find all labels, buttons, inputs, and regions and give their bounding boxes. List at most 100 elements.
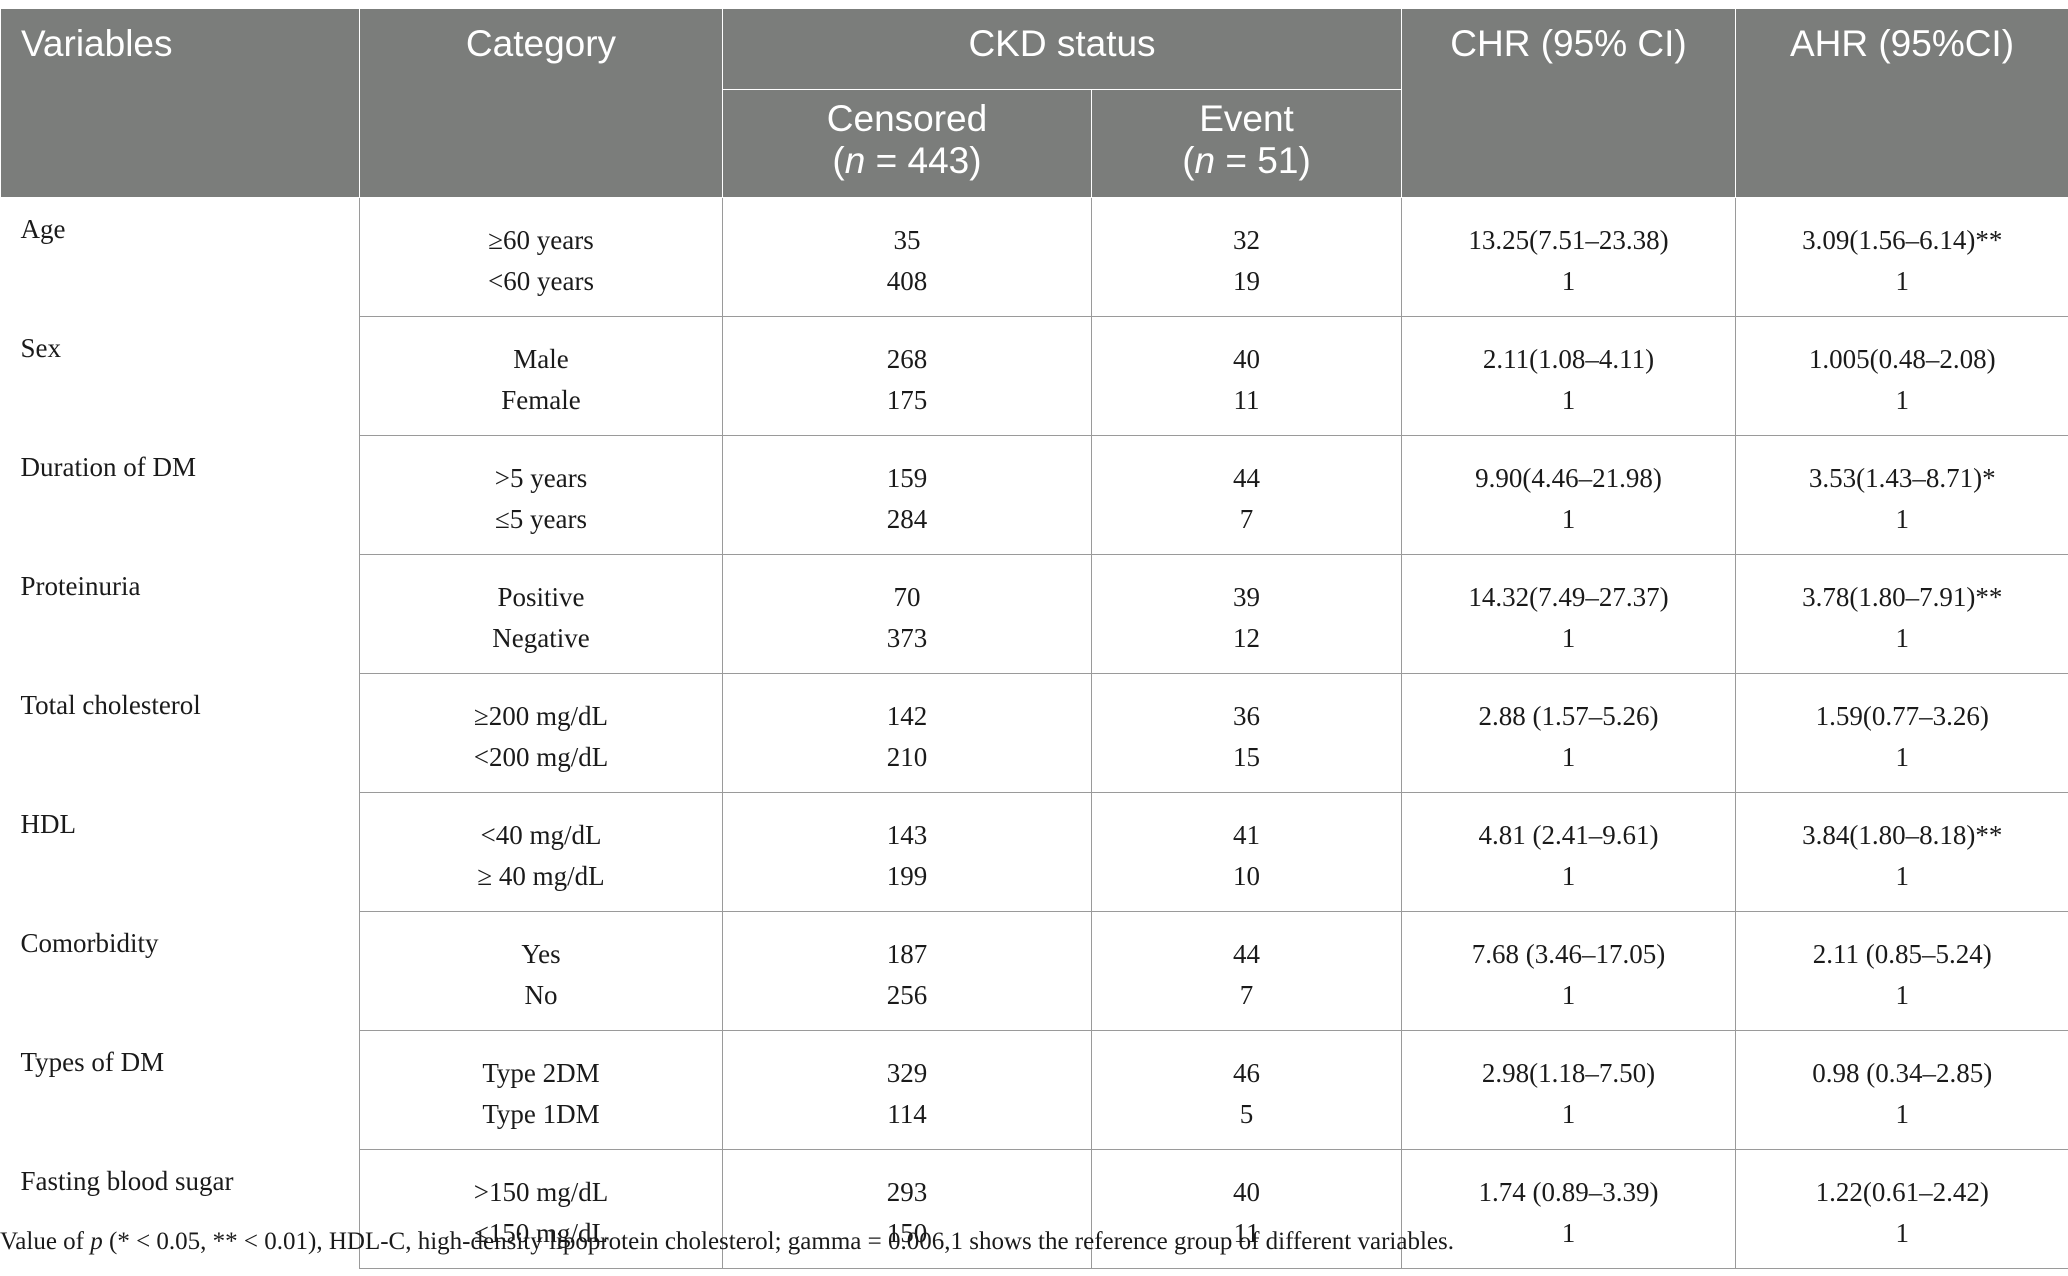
cell-variable: Comorbidity — [0, 911, 360, 1031]
header-event: Event (n = 51) — [1091, 89, 1402, 198]
cell-event: 5 — [1091, 1093, 1402, 1150]
table-row: Fasting blood sugar >150 mg/dL 293 40 1.74 (… — [0, 1149, 2068, 1269]
cell-event: 40 — [1091, 1149, 1402, 1212]
table-row: Comorbidity Yes 187 44 7.68 (3.46–17.05) 2.11… — [0, 911, 2068, 1031]
cell-ahr: 1 — [1735, 498, 2068, 555]
cell-censored: 210 — [722, 736, 1092, 793]
cell-censored: 150 — [722, 1212, 1092, 1269]
cell-chr: 1 — [1401, 736, 1736, 793]
table-row: <60 years 408 19 1 1 — [1, 260, 2068, 317]
cell-censored: 142 — [722, 673, 1092, 736]
cell-category: >150 mg/dL — [359, 1149, 723, 1212]
table-row: ≤150 mg/dL 150 11 1 1 — [1, 1212, 2068, 1269]
cell-event: 46 — [1091, 1030, 1402, 1093]
table-row: Total cholesterol ≥200 mg/dL 142 36 2.88 (1.… — [0, 673, 2068, 793]
cell-ahr: 1.005(0.48–2.08) — [1735, 316, 2068, 379]
cell-chr: 4.81 (2.41–9.61) — [1401, 792, 1736, 855]
header-event-label: Event — [1199, 98, 1294, 139]
cell-chr: 1 — [1401, 379, 1736, 436]
cell-category: <60 years — [359, 260, 723, 317]
cell-chr: 1 — [1401, 855, 1736, 912]
cell-chr: 1 — [1401, 974, 1736, 1031]
header-ckd-status: CKD status — [722, 8, 1402, 90]
header-censored: Censored (n = 443) — [722, 89, 1092, 198]
cell-ahr: 1 — [1735, 260, 2068, 317]
cell-variable: Total cholesterol — [0, 673, 360, 793]
header-event-n: n — [1194, 140, 1216, 181]
results-table: Variables Category CKD status CHR (95% C… — [0, 8, 2068, 1269]
table-row: Proteinuria Positive 70 39 14.32(7.49–27.37)… — [0, 554, 2068, 674]
table-row: Duration of DM >5 years 159 44 9.90(4.46–21.… — [0, 435, 2068, 555]
cell-variable: Age — [0, 197, 360, 317]
cell-category: Type 2DM — [359, 1030, 723, 1093]
cell-category: Negative — [359, 617, 723, 674]
cell-category: ≥200 mg/dL — [359, 673, 723, 736]
cell-censored: 175 — [722, 379, 1092, 436]
header-censored-n: n — [844, 140, 866, 181]
cell-category: <200 mg/dL — [359, 736, 723, 793]
cell-category: Female — [359, 379, 723, 436]
cell-censored: 199 — [722, 855, 1092, 912]
cell-censored: 114 — [722, 1093, 1092, 1150]
cell-event: 7 — [1091, 498, 1402, 555]
header-variables: Variables — [0, 8, 360, 198]
cell-censored: 268 — [722, 316, 1092, 379]
cell-ahr: 3.53(1.43–8.71)* — [1735, 435, 2068, 498]
cell-category: ≥60 years — [359, 197, 723, 260]
cell-event: 32 — [1091, 197, 1402, 260]
header-category: Category — [359, 8, 723, 198]
cell-ahr: 1 — [1735, 379, 2068, 436]
cell-ahr: 3.84(1.80–8.18)** — [1735, 792, 2068, 855]
cell-ahr: 1 — [1735, 855, 2068, 912]
cell-category: >5 years — [359, 435, 723, 498]
cell-ahr: 1 — [1735, 974, 2068, 1031]
cell-chr: 7.68 (3.46–17.05) — [1401, 911, 1736, 974]
cell-chr: 13.25(7.51–23.38) — [1401, 197, 1736, 260]
cell-variable: Fasting blood sugar — [0, 1149, 360, 1269]
cell-ahr: 1 — [1735, 1093, 2068, 1150]
cell-category: ≤150 mg/dL — [359, 1212, 723, 1269]
cell-event: 12 — [1091, 617, 1402, 674]
cell-censored: 159 — [722, 435, 1092, 498]
cell-censored: 329 — [722, 1030, 1092, 1093]
cell-event: 36 — [1091, 673, 1402, 736]
cell-variable: Sex — [0, 316, 360, 436]
cell-ahr: 2.11 (0.85–5.24) — [1735, 911, 2068, 974]
cell-event: 15 — [1091, 736, 1402, 793]
table-row: Age ≥60 years 35 32 13.25(7.51–23.38) 3.09(1.… — [0, 197, 2068, 317]
table-row: HDL <40 mg/dL 143 41 4.81 (2.41–9.61) 3.84(1.… — [0, 792, 2068, 912]
cell-chr: 1 — [1401, 617, 1736, 674]
table-row: Negative 373 12 1 1 — [1, 617, 2068, 674]
cell-chr: 1 — [1401, 1212, 1736, 1269]
cell-event: 41 — [1091, 792, 1402, 855]
header-chr: CHR (95% CI) — [1401, 8, 1736, 198]
table-header: Variables Category CKD status CHR (95% C… — [0, 8, 2068, 198]
table-row: <200 mg/dL 210 15 1 1 — [1, 736, 2068, 793]
cell-event: 44 — [1091, 911, 1402, 974]
cell-category: Yes — [359, 911, 723, 974]
cell-category: Type 1DM — [359, 1093, 723, 1150]
cell-variable: Types of DM — [0, 1030, 360, 1150]
cell-ahr: 0.98 (0.34–2.85) — [1735, 1030, 2068, 1093]
cell-category: Positive — [359, 554, 723, 617]
header-ahr: AHR (95%CI) — [1735, 8, 2068, 198]
table-row: Type 1DM 114 5 1 1 — [1, 1093, 2068, 1150]
cell-ahr: 3.78(1.80–7.91)** — [1735, 554, 2068, 617]
cell-chr: 2.98(1.18–7.50) — [1401, 1030, 1736, 1093]
cell-censored: 373 — [722, 617, 1092, 674]
table-footnote: Value of p (* < 0.05, ** < 0.01), HDL-C,… — [0, 1228, 1454, 1255]
footnote-p: p — [90, 1228, 103, 1255]
table-row: Types of DM Type 2DM 329 46 2.98(1.18–7.50) 0… — [0, 1030, 2068, 1150]
cell-censored: 256 — [722, 974, 1092, 1031]
cell-category: ≤5 years — [359, 498, 723, 555]
cell-ahr: 1 — [1735, 617, 2068, 674]
cell-chr: 2.11(1.08–4.11) — [1401, 316, 1736, 379]
cell-chr: 2.88 (1.57–5.26) — [1401, 673, 1736, 736]
cell-category: No — [359, 974, 723, 1031]
table-row: No 256 7 1 1 — [1, 974, 2068, 1031]
cell-censored: 143 — [722, 792, 1092, 855]
cell-ahr: 1.59(0.77–3.26) — [1735, 673, 2068, 736]
table-row: ≥ 40 mg/dL 199 10 1 1 — [1, 855, 2068, 912]
cell-variable: Duration of DM — [0, 435, 360, 555]
cell-chr: 1.74 (0.89–3.39) — [1401, 1149, 1736, 1212]
